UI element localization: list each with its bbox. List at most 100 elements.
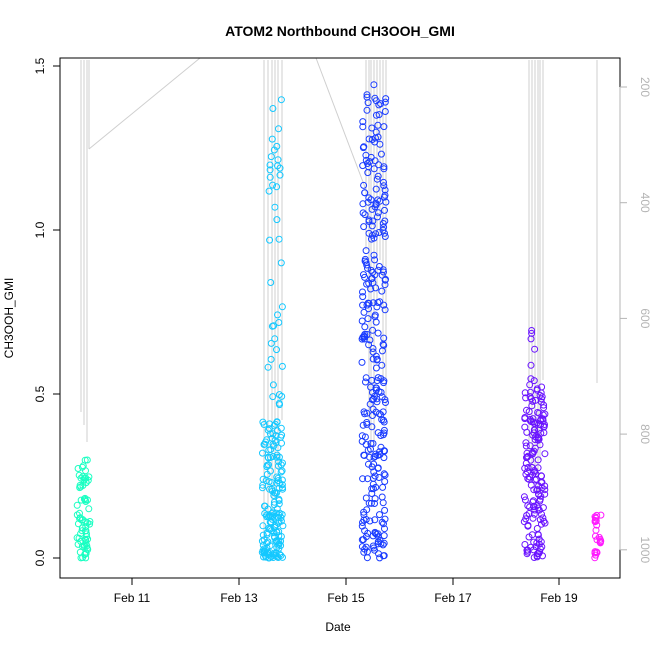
data-point (266, 173, 274, 181)
data-point (534, 456, 542, 464)
data-point (81, 474, 89, 482)
data-point (364, 315, 372, 323)
data-point (378, 493, 386, 501)
data-point (82, 518, 90, 526)
data-point (592, 532, 599, 540)
data-point (269, 393, 277, 401)
data-point (381, 191, 389, 199)
data-point (592, 551, 600, 559)
data-point (371, 546, 378, 554)
pressure-lines (80, 57, 598, 540)
pressure-line (88, 57, 201, 150)
data-point (365, 218, 373, 225)
data-point (376, 197, 384, 205)
data-point (593, 536, 601, 544)
data-point (539, 514, 547, 522)
data-point (380, 334, 388, 342)
data-point (367, 285, 375, 293)
data-point (372, 364, 380, 372)
data-point (527, 375, 535, 383)
data-point (376, 451, 384, 458)
data-point (522, 442, 530, 450)
data-point (270, 442, 278, 450)
data-point (364, 169, 372, 177)
data-point (376, 554, 384, 562)
data-point (267, 339, 275, 347)
data-point (268, 135, 276, 143)
data-point (273, 451, 281, 459)
data-point (371, 271, 379, 279)
data-point (369, 326, 377, 334)
data-point (273, 453, 281, 461)
data-point (275, 500, 283, 508)
data-point (260, 545, 268, 553)
data-point (370, 165, 378, 173)
data-point (361, 211, 369, 219)
data-point (365, 341, 373, 349)
data-point (359, 162, 367, 170)
data-point (260, 553, 268, 561)
data-point (525, 533, 533, 541)
data-point (359, 118, 367, 126)
data-point (534, 486, 542, 494)
data-point (541, 450, 549, 458)
data-point (266, 161, 274, 169)
data-point (263, 463, 271, 471)
data-point (373, 356, 381, 364)
data-point (382, 275, 389, 283)
data-point (520, 493, 528, 501)
data-point (264, 363, 272, 371)
data-point (266, 236, 274, 244)
data-point (527, 361, 535, 369)
data-point (360, 508, 368, 516)
data-point (269, 381, 277, 389)
data-point (376, 448, 384, 456)
data-point (276, 401, 283, 409)
data-point (77, 474, 85, 482)
data-point (371, 157, 379, 165)
data-point (271, 203, 279, 211)
data-point (381, 206, 388, 214)
y-tick-label: 1.0 (33, 221, 47, 238)
data-point (528, 327, 536, 334)
data-point (359, 123, 367, 131)
data-point (525, 510, 533, 517)
data-point (275, 235, 283, 243)
data-point (273, 346, 280, 354)
data-point (365, 300, 373, 307)
data-point (259, 541, 267, 549)
data-point (381, 306, 389, 314)
data-point (381, 525, 388, 533)
data-point (540, 423, 548, 431)
data-point (362, 156, 370, 164)
data-point (374, 213, 381, 221)
data-point (365, 135, 373, 143)
x-axis-label: Date (325, 620, 351, 634)
data-point (369, 440, 377, 447)
data-point (275, 484, 283, 492)
data-point (275, 125, 282, 133)
data-point (596, 535, 604, 543)
data-point (368, 205, 376, 213)
data-point (360, 308, 368, 316)
data-point (278, 511, 286, 518)
data-point (78, 524, 86, 532)
data-point (371, 256, 379, 264)
data-point (278, 392, 286, 400)
data-point (265, 478, 273, 486)
data-point (530, 554, 538, 561)
data-point (366, 336, 374, 344)
data-point (362, 494, 370, 502)
data-point (365, 499, 373, 507)
data-point (264, 453, 272, 461)
data-point (536, 417, 544, 425)
data-point (372, 352, 380, 360)
data-point (82, 523, 90, 531)
right-tick-label: 800 (638, 424, 650, 444)
data-point (266, 166, 274, 174)
data-point (371, 500, 378, 507)
data-point (379, 541, 387, 549)
data-point (522, 515, 530, 523)
data-point (361, 433, 369, 441)
